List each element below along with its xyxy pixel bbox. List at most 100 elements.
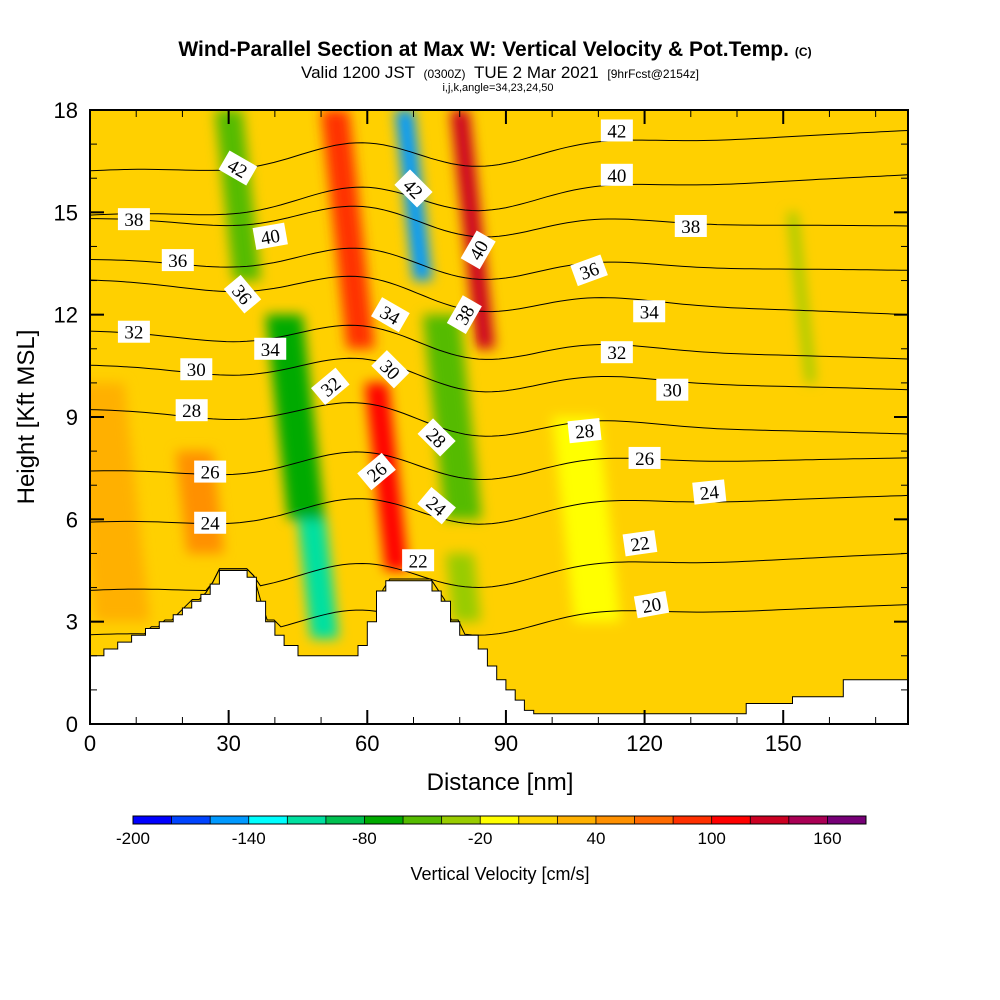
y-axis-label: Height [Kft MSL]	[13, 330, 40, 505]
colorbar: -200 -140 -80 -20 40 100 160	[116, 815, 867, 848]
isentrope-label-22: 22	[402, 549, 435, 572]
colorbar-swatch	[750, 816, 790, 824]
colorbar-swatch	[171, 816, 211, 824]
velocity-updraft-0	[90, 382, 151, 622]
isentrope-22	[90, 552, 908, 592]
colorbar-label: Vertical Velocity [cm/s]	[410, 864, 589, 884]
isentrope-label-38: 38	[117, 208, 150, 231]
svg-text:34: 34	[261, 340, 281, 361]
svg-text:36: 36	[168, 251, 187, 272]
colorbar-swatch	[518, 816, 558, 824]
colorbar-swatch	[788, 816, 828, 824]
svg-text:24: 24	[699, 482, 721, 505]
isentrope-label-36: 36	[161, 249, 194, 272]
chart-index-line: i,j,k,angle=34,23,24,50	[442, 82, 553, 94]
x-tick-label: 0	[84, 731, 96, 756]
isentrope-36	[90, 247, 908, 281]
isentrope-label-34: 34	[633, 300, 666, 323]
isentrope-32	[90, 324, 908, 360]
chart-subtitle: Valid 1200 JST (0300Z) TUE 2 Mar 2021 [9…	[301, 63, 699, 82]
colorbar-swatch	[133, 816, 172, 824]
colorbar-tick-label: -200	[116, 829, 150, 848]
isentrope-label-26: 26	[628, 446, 661, 470]
svg-text:28: 28	[182, 401, 201, 422]
isentrope-label-34: 34	[254, 337, 287, 361]
chart-title: Wind-Parallel Section at Max W: Vertical…	[178, 38, 811, 61]
velocity-updraft-10	[450, 110, 495, 349]
colorbar-tick-label: -140	[232, 829, 266, 848]
svg-text:20: 20	[641, 594, 663, 618]
svg-text:32: 32	[607, 343, 626, 364]
colorbar-tick-label: 160	[813, 829, 841, 848]
x-tick-label: 90	[494, 731, 518, 756]
x-tick-label: 120	[626, 731, 663, 756]
velocity-updraft-5	[321, 110, 375, 349]
velocity-downdraft-4	[297, 519, 339, 639]
isentrope-label-24: 24	[692, 479, 727, 505]
colorbar-swatch	[480, 816, 520, 824]
colorbar-swatch	[711, 816, 751, 824]
colorbar-swatch	[325, 816, 365, 824]
isentrope-label-32: 32	[600, 341, 633, 364]
isentrope-label-28: 28	[175, 399, 208, 422]
isentrope-24	[90, 494, 908, 525]
svg-text:38: 38	[124, 210, 143, 231]
x-tick-label: 60	[355, 731, 379, 756]
colorbar-tick-label: 40	[586, 829, 605, 848]
colorbar-swatch	[441, 816, 481, 824]
isentrope-label-42: 42	[600, 119, 633, 142]
svg-text:38: 38	[681, 217, 700, 238]
x-tick-label: 150	[765, 731, 802, 756]
svg-text:26: 26	[635, 449, 654, 470]
velocity-updraft-11	[552, 417, 621, 622]
isentrope-label-42: 42	[218, 150, 258, 186]
x-tick-label: 30	[216, 731, 240, 756]
isentrope-28	[90, 402, 908, 437]
colorbar-swatch	[827, 816, 867, 824]
isentrope-label-36: 36	[570, 254, 608, 287]
svg-text:30: 30	[663, 381, 682, 402]
terrain-mask	[90, 570, 908, 724]
svg-text:32: 32	[124, 323, 143, 344]
svg-text:42: 42	[607, 121, 626, 142]
velocity-downdraft-2	[214, 110, 261, 281]
isentrope-30	[90, 357, 908, 393]
colorbar-swatch	[403, 816, 442, 824]
colorbar-swatch	[595, 816, 635, 824]
isentrope-label-24: 24	[194, 511, 227, 535]
isentrope-label-40: 40	[600, 163, 633, 187]
y-tick-label: 0	[66, 712, 78, 737]
velocity-downdraft-12	[787, 212, 816, 383]
isentrope-label-38: 38	[674, 214, 707, 238]
isentrope-label-26: 26	[194, 460, 227, 484]
svg-text:28: 28	[574, 421, 595, 444]
y-tick-label: 12	[54, 303, 78, 328]
isentrope-38	[90, 205, 908, 238]
isentrope-40	[90, 174, 908, 216]
y-tick-label: 18	[54, 98, 78, 123]
svg-text:40: 40	[259, 226, 281, 250]
svg-text:24: 24	[201, 514, 221, 535]
colorbar-tick-label: -80	[352, 829, 377, 848]
isentrope-label-20: 20	[633, 590, 670, 619]
velocity-downdraft-9	[445, 553, 481, 622]
colorbar-swatch	[557, 816, 597, 824]
y-tick-label: 3	[66, 610, 78, 635]
svg-text:34: 34	[640, 302, 660, 323]
colorbar-swatch	[673, 816, 712, 824]
svg-text:22: 22	[409, 551, 428, 572]
colorbar-swatch	[248, 816, 288, 824]
colorbar-tick-label: 100	[697, 829, 725, 848]
velocity-downdraft-8	[422, 314, 482, 520]
isentrope-label-22: 22	[622, 530, 658, 556]
svg-text:26: 26	[201, 463, 220, 484]
x-axis-label: Distance [nm]	[427, 769, 574, 796]
isentrope-label-28: 28	[567, 418, 602, 444]
y-tick-label: 9	[66, 405, 78, 430]
isentrope-label-40: 40	[252, 222, 288, 250]
svg-text:30: 30	[187, 360, 206, 381]
